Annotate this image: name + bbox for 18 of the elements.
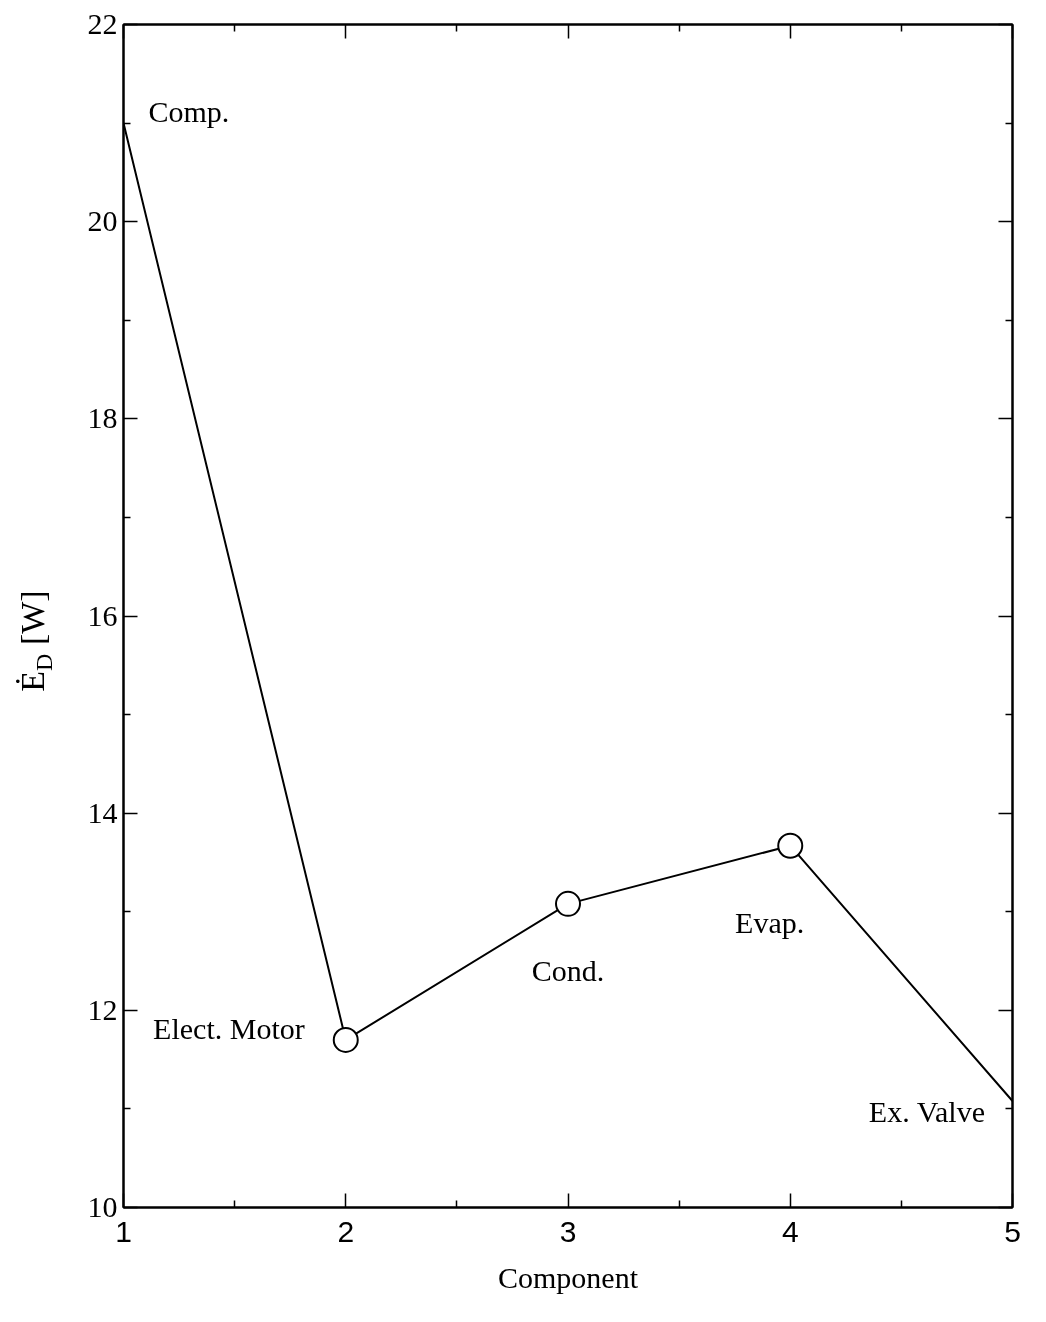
y-tick-label: 16 (87, 598, 118, 632)
x-axis-title: Component (498, 1260, 639, 1294)
x-tick-label: 2 (337, 1214, 355, 1248)
y-tick-label: 20 (87, 204, 118, 238)
x-tick-label: 3 (559, 1214, 577, 1248)
annotation: Elect. Motor (153, 1012, 305, 1046)
y-tick-label: 18 (87, 401, 118, 435)
annotation: Cond. (531, 954, 605, 988)
x-tick-label: 5 (1004, 1214, 1021, 1248)
y-tick-label: 12 (87, 992, 118, 1026)
y-tick-label: 22 (87, 7, 118, 40)
x-tick-label: 4 (781, 1214, 799, 1248)
y-tick-label: 14 (87, 795, 118, 829)
annotation: Comp. (148, 94, 230, 128)
annotation: Ex. Valve (868, 1094, 985, 1128)
annotation: Evap. (735, 906, 805, 940)
x-tick-label: 1 (115, 1214, 132, 1248)
y-tick-label: 10 (87, 1190, 118, 1223)
